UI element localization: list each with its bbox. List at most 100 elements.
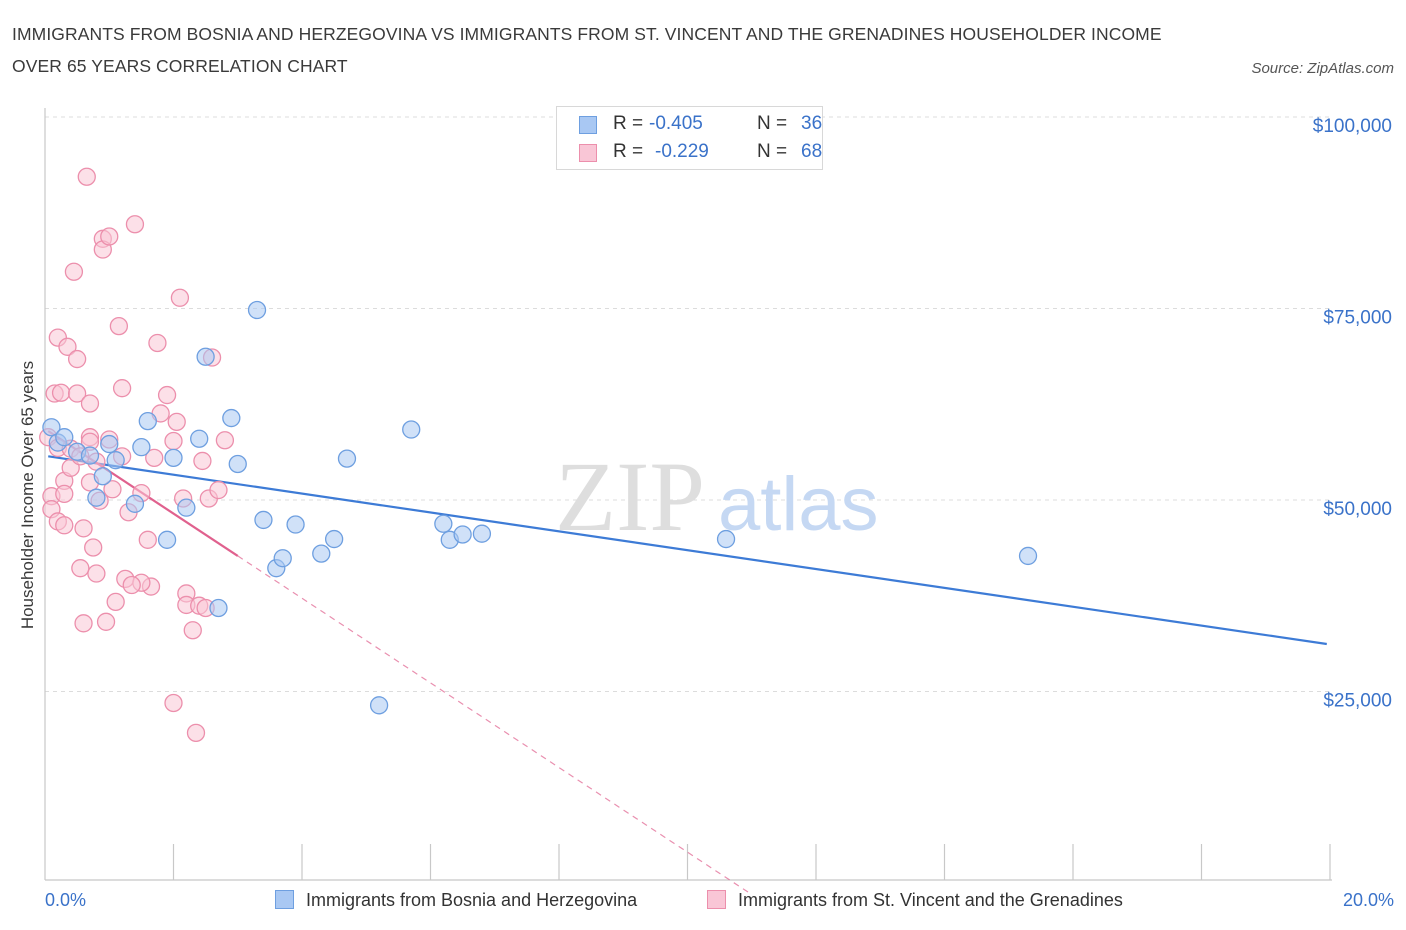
point-bosnia <box>80 446 100 465</box>
point-bosnia <box>254 510 273 530</box>
point-bosnia <box>87 488 106 507</box>
bottom-legend-swatch-bosnia <box>275 890 294 909</box>
point-bosnia <box>247 300 267 320</box>
point-stvincent <box>183 621 202 640</box>
point-stvincent <box>58 337 77 356</box>
point-stvincent <box>157 385 177 405</box>
legend-n-value: 36 <box>801 113 823 134</box>
point-bosnia <box>716 529 736 549</box>
legend-n-label: N = <box>757 113 788 134</box>
point-stvincent <box>164 431 183 451</box>
point-stvincent <box>209 480 228 500</box>
point-bosnia <box>106 451 125 470</box>
bottom-legend-swatch-stvincent <box>707 890 726 909</box>
point-bosnia <box>55 428 74 447</box>
trend-line <box>48 455 1327 646</box>
legend-swatch-bosnia <box>579 116 597 134</box>
point-stvincent <box>215 431 235 450</box>
x-tick-label-min: 0.0% <box>45 890 87 910</box>
point-stvincent <box>138 530 157 549</box>
point-bosnia <box>273 549 292 568</box>
point-stvincent <box>145 448 164 468</box>
bottom-legend-bosnia: Immigrants from Bosnia and Herzegovina <box>275 890 637 911</box>
point-bosnia <box>453 525 472 544</box>
point-stvincent <box>96 612 116 631</box>
point-stvincent <box>51 383 71 402</box>
point-stvincent <box>148 333 167 353</box>
point-bosnia <box>164 448 183 468</box>
watermark-zip: ZIP <box>555 441 705 552</box>
point-stvincent <box>67 384 87 403</box>
point-stvincent <box>74 614 93 633</box>
legend-r-label: R = <box>613 141 644 162</box>
point-stvincent <box>64 262 84 281</box>
point-stvincent <box>71 559 90 578</box>
legend-n-label: N = <box>757 141 788 162</box>
bottom-legend-label-stvincent: Immigrants from St. Vincent and the Gren… <box>738 890 1123 910</box>
point-stvincent <box>186 723 206 743</box>
point-bosnia <box>93 467 112 486</box>
point-bosnia <box>472 524 492 543</box>
point-bosnia <box>132 437 151 457</box>
data-points <box>39 167 1038 743</box>
point-bosnia <box>369 696 389 715</box>
bottom-legend-label-bosnia: Immigrants from Bosnia and Herzegovina <box>306 890 638 910</box>
point-stvincent <box>106 592 125 612</box>
point-bosnia <box>138 411 157 431</box>
legend-r-value: -0.405 <box>649 113 703 134</box>
y-tick-label: $25,000 <box>1323 691 1392 712</box>
point-stvincent <box>125 215 145 234</box>
watermark-atlas: atlas <box>718 462 879 547</box>
y-tick-label: $100,000 <box>1313 116 1392 137</box>
point-bosnia <box>100 434 119 454</box>
legend-r-label: R = <box>613 113 644 134</box>
correlation-legend: R = -0.405 N = 36 R = -0.229 N = 68 <box>556 106 823 170</box>
point-stvincent <box>77 167 96 186</box>
point-stvincent <box>167 412 186 432</box>
point-bosnia <box>1018 546 1038 566</box>
x-tick-label-max: 20.0% <box>1342 890 1394 910</box>
point-stvincent <box>74 519 93 538</box>
chart-title: IMMIGRANTS FROM BOSNIA AND HERZEGOVINA V… <box>12 24 1162 76</box>
point-stvincent <box>112 379 132 398</box>
point-stvincent <box>87 564 106 583</box>
point-bosnia <box>209 598 228 618</box>
trend-line-extension <box>237 555 753 896</box>
gridlines <box>45 116 1330 692</box>
point-stvincent <box>103 480 122 499</box>
legend-swatch-stvincent <box>579 144 597 162</box>
point-bosnia <box>312 544 331 563</box>
bottom-legend-stvincent: Immigrants from St. Vincent and the Gren… <box>707 890 1123 911</box>
point-bosnia <box>402 420 421 439</box>
point-stvincent <box>55 516 74 535</box>
point-bosnia <box>177 498 196 517</box>
y-tick-label: $75,000 <box>1323 308 1392 329</box>
point-bosnia <box>228 454 247 474</box>
point-stvincent <box>109 316 129 336</box>
point-stvincent <box>170 288 190 307</box>
point-stvincent <box>80 394 100 413</box>
point-bosnia <box>190 429 209 448</box>
legend-n-value: 68 <box>801 141 823 162</box>
y-tick-label: $50,000 <box>1323 499 1392 520</box>
point-stvincent <box>164 693 183 713</box>
point-bosnia <box>222 408 241 428</box>
zipatlas-watermark: ZIP atlas <box>555 441 879 552</box>
point-bosnia <box>125 494 145 513</box>
point-stvincent <box>122 575 141 595</box>
chart-source: Source: ZipAtlas.com <box>1251 60 1394 77</box>
point-bosnia <box>42 418 61 437</box>
point-bosnia <box>196 347 215 366</box>
point-stvincent <box>84 538 103 557</box>
point-bosnia <box>286 515 305 534</box>
point-stvincent <box>67 349 87 369</box>
point-bosnia <box>157 530 177 549</box>
point-stvincent <box>193 451 212 471</box>
point-bosnia <box>337 449 357 468</box>
point-stvincent <box>55 484 74 504</box>
point-bosnia <box>434 514 453 533</box>
y-tick-labels: $25,000 $50,000 $75,000 $100,000 <box>1313 116 1392 712</box>
point-bosnia <box>324 529 344 549</box>
point-stvincent <box>100 227 119 246</box>
legend-r-value: -0.229 <box>655 141 709 162</box>
